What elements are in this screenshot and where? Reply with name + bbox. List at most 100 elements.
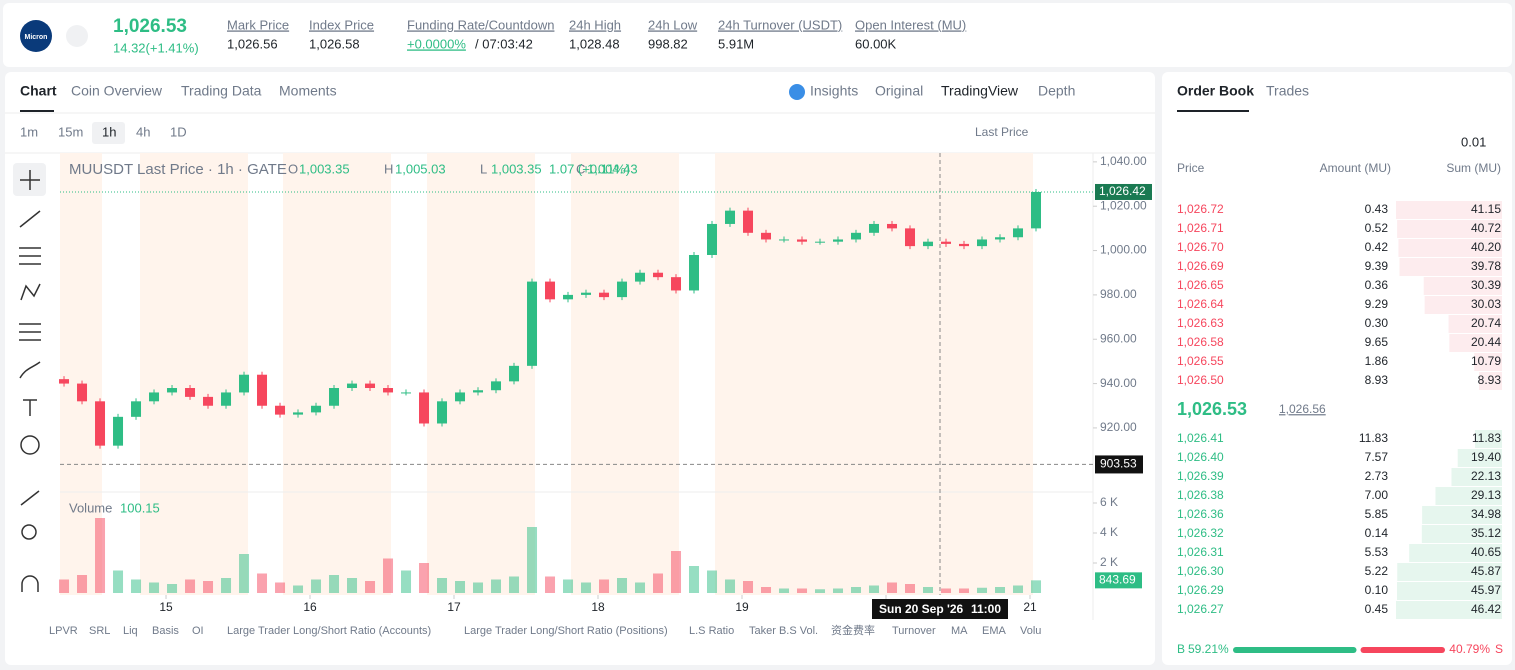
- tab[interactable]: Coin Overview: [71, 83, 163, 99]
- ob-amount: 5.85: [1365, 507, 1389, 521]
- session-band: [140, 153, 248, 595]
- candle-body: [419, 392, 430, 424]
- interval[interactable]: 4h: [136, 124, 150, 139]
- indicator[interactable]: OI: [192, 625, 204, 637]
- candle-body: [761, 232, 772, 240]
- interval[interactable]: 15m: [58, 124, 83, 139]
- depth-bar: [1424, 296, 1502, 314]
- volume-bar: [833, 588, 844, 593]
- indicator[interactable]: Turnover: [892, 625, 936, 637]
- stat-value: 1,028.48: [569, 36, 620, 51]
- ob-amount: 1.86: [1365, 354, 1389, 368]
- indicator[interactable]: EMA: [982, 625, 1007, 637]
- y-tick-label: 1,040.00: [1100, 154, 1147, 168]
- depth-bar: [1422, 506, 1502, 524]
- ob-tab[interactable]: Trades: [1266, 83, 1309, 99]
- candle-body: [275, 405, 286, 415]
- view-tab[interactable]: Original: [875, 83, 923, 99]
- tab[interactable]: Moments: [279, 83, 337, 99]
- sell-bar: [1360, 647, 1445, 653]
- candle-body: [1031, 191, 1042, 229]
- brush-tool[interactable]: [19, 361, 41, 379]
- ob-price: 1,026.31: [1177, 545, 1224, 559]
- tab[interactable]: Trading Data: [181, 83, 262, 99]
- volume-bar: [653, 573, 664, 593]
- depth-bar: [1421, 525, 1502, 543]
- view-tab[interactable]: Depth: [1038, 83, 1075, 99]
- candle-body: [347, 383, 358, 389]
- ruler-tool[interactable]: [20, 490, 40, 506]
- text-tool[interactable]: [23, 399, 37, 416]
- ob-amount: 0.45: [1365, 602, 1389, 616]
- last-price: 1,026.53: [113, 16, 187, 37]
- ohlc-change: 1.07 (+0.11%): [549, 161, 630, 176]
- fib-tool[interactable]: [19, 247, 41, 265]
- volume-bar: [743, 581, 754, 593]
- zoom-tool[interactable]: [21, 524, 37, 540]
- volume-bar: [635, 582, 646, 593]
- buy-letter: B: [1177, 642, 1185, 656]
- top-bar: [3, 3, 1512, 67]
- ob-price: 1,026.65: [1177, 278, 1224, 292]
- ob-price: 1,026.29: [1177, 583, 1224, 597]
- volume-bar: [977, 587, 988, 593]
- price-source[interactable]: Last Price: [975, 125, 1029, 139]
- candle-body: [581, 292, 592, 295]
- ob-price: 1,026.41: [1177, 431, 1224, 445]
- volume-bar: [1013, 585, 1024, 593]
- price-change: 14.32(+1.41%): [113, 40, 199, 55]
- candle-body: [545, 281, 556, 300]
- volume-bar: [383, 558, 394, 593]
- indicator[interactable]: L.S Ratio: [689, 625, 734, 637]
- indicator[interactable]: 资金费率: [831, 623, 875, 637]
- x-tick-label: 18: [591, 600, 605, 614]
- indicator[interactable]: Liq: [123, 625, 138, 637]
- ob-sum: 8.93: [1478, 373, 1502, 387]
- tab-underline: [20, 110, 54, 112]
- interval[interactable]: 1D: [170, 124, 187, 139]
- interval[interactable]: 1h: [102, 124, 116, 139]
- ob-sum: 29.13: [1471, 488, 1501, 502]
- candle-body: [941, 241, 952, 244]
- projection-tool[interactable]: [19, 323, 41, 341]
- volume-bar: [131, 579, 142, 593]
- ob-tab[interactable]: Order Book: [1177, 83, 1254, 99]
- indicator[interactable]: LPVR: [49, 625, 78, 637]
- candle-body: [401, 392, 412, 394]
- indicator[interactable]: Large Trader Long/Short Ratio (Positions…: [464, 625, 668, 637]
- y-tick-label: 940.00: [1100, 376, 1137, 390]
- stat-label: Funding Rate/Countdown: [407, 17, 554, 32]
- ohlc-value: 1,005.03: [395, 161, 446, 176]
- ob-amount: 5.22: [1365, 564, 1389, 578]
- emoji-tool[interactable]: [20, 435, 40, 455]
- indicator[interactable]: MA: [951, 625, 968, 637]
- candle-body: [995, 237, 1006, 240]
- tab[interactable]: Chart: [20, 83, 57, 99]
- candle-body: [779, 239, 790, 241]
- x-tick-label: 17: [447, 600, 461, 614]
- ob-price: 1,026.58: [1177, 335, 1224, 349]
- y-tick-label: 960.00: [1100, 331, 1137, 345]
- indicator[interactable]: Large Trader Long/Short Ratio (Accounts): [227, 625, 431, 637]
- stat-label: 24h Low: [648, 17, 698, 32]
- crosshair-tool[interactable]: [20, 170, 40, 190]
- sell-letter: S: [1495, 642, 1503, 656]
- favorite[interactable]: [66, 25, 88, 47]
- depth-bar: [1409, 544, 1502, 562]
- line-tool[interactable]: [19, 210, 41, 228]
- interval[interactable]: 1m: [20, 124, 38, 139]
- pattern-tool[interactable]: [20, 283, 41, 301]
- indicator[interactable]: Basis: [152, 625, 179, 637]
- indicator[interactable]: SRL: [89, 625, 110, 637]
- magnet-tool[interactable]: [21, 575, 39, 592]
- depth-bar: [1399, 258, 1502, 276]
- view-tab[interactable]: TradingView: [941, 83, 1019, 99]
- volume-tick-label: 6 K: [1100, 495, 1118, 509]
- precision[interactable]: 0.01: [1461, 134, 1486, 149]
- depth-bar: [1478, 372, 1502, 390]
- x-tick-label: 21: [1023, 600, 1037, 614]
- indicator[interactable]: Volu: [1020, 625, 1041, 637]
- view-tab[interactable]: Insights: [810, 83, 858, 99]
- indicator[interactable]: Taker B.S Vol.: [749, 625, 818, 637]
